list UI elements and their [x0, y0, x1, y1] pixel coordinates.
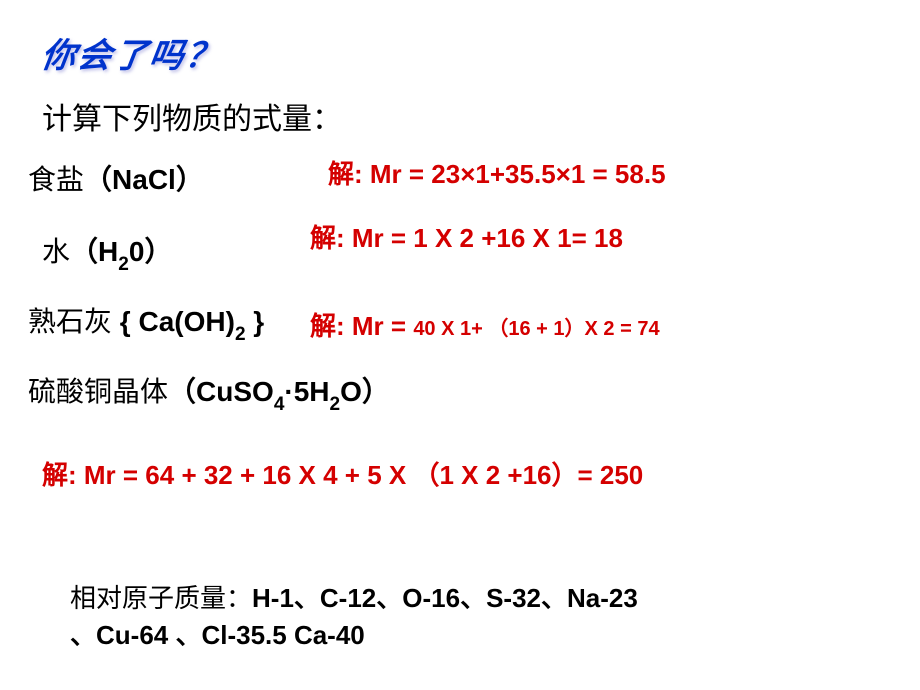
- instruction-text: 计算下列物质的式量：: [42, 94, 342, 138]
- item-nacl-label: 食盐（NaCl）: [28, 158, 204, 198]
- item-caoh2-formula: { Ca(OH)2 }: [112, 306, 264, 337]
- answer-mr-prefix: Mr =: [352, 311, 413, 341]
- refs-label: 相对原子质量：: [70, 584, 252, 613]
- answer-prefix: 解:: [42, 460, 84, 490]
- title-decorative: 你会了吗？: [39, 28, 226, 77]
- answer-mr: Mr = 64 + 32 + 16 X 4 + 5 X （1 X 2 +16）=…: [84, 460, 643, 490]
- item-h2o-answer: 解: Mr = 1 X 2 +16 X 1= 18: [310, 218, 623, 255]
- item-h2o-label: 水（H20）: [42, 230, 172, 274]
- item-h2o-formula: （H20）: [70, 236, 172, 267]
- refs-line2: 、Cu-64 、Cl-35.5 Ca-40: [70, 620, 365, 650]
- item-cuso4-name: 硫酸铜晶体: [28, 377, 168, 408]
- item-nacl-name: 食盐: [28, 165, 84, 196]
- item-nacl-formula: （NaCl）: [84, 164, 204, 195]
- item-h2o-name: 水: [42, 237, 70, 268]
- answer-prefix: 解:: [310, 311, 352, 341]
- atomic-mass-reference: 相对原子质量：H-1、C-12、O-16、S-32、Na-23 、Cu-64 、…: [70, 580, 850, 655]
- item-caoh2-answer: 解: Mr = 40 X 1+ （16 + 1）X 2 = 74: [310, 306, 660, 343]
- answer-mr: Mr = 1 X 2 +16 X 1= 18: [352, 223, 623, 253]
- item-caoh2-name: 熟石灰: [28, 307, 112, 338]
- item-cuso4-label: 硫酸铜晶体（CuSO4·5H2O）: [28, 370, 390, 414]
- item-cuso4-formula: （CuSO4·5H2O）: [168, 376, 390, 407]
- refs-line1: H-1、C-12、O-16、S-32、Na-23: [252, 583, 638, 613]
- answer-prefix: 解:: [328, 159, 370, 189]
- item-cuso4-answer: 解: Mr = 64 + 32 + 16 X 4 + 5 X （1 X 2 +1…: [42, 455, 643, 492]
- item-nacl-answer: 解: Mr = 23×1+35.5×1 = 58.5: [328, 154, 666, 191]
- item-caoh2-label: 熟石灰 { Ca(OH)2 }: [28, 300, 264, 344]
- answer-mr: Mr = 23×1+35.5×1 = 58.5: [370, 159, 666, 189]
- answer-prefix: 解:: [310, 223, 352, 253]
- answer-mr-small: 40 X 1+ （16 + 1）X 2 = 74: [413, 318, 659, 340]
